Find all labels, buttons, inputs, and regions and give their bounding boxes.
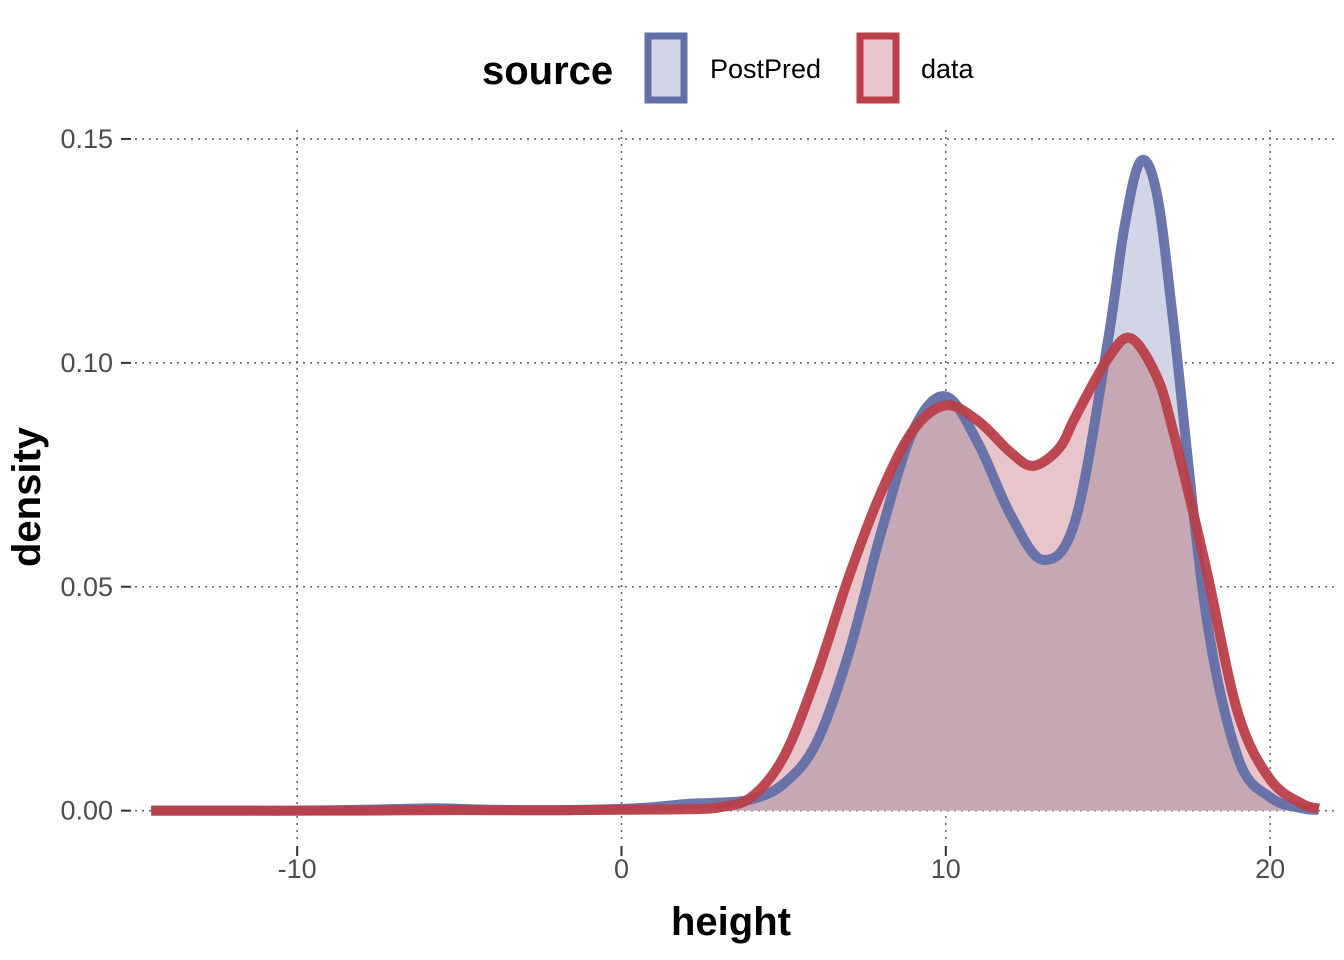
legend-key-data bbox=[856, 32, 900, 104]
x-tick-labels: -10 0 10 20 bbox=[278, 854, 1286, 884]
y-tick-label: 0.05 bbox=[60, 572, 113, 602]
line-data bbox=[151, 332, 1321, 816]
x-tick-label: 20 bbox=[1255, 854, 1285, 884]
x-tick-label: 10 bbox=[931, 854, 961, 884]
x-tick-label: -10 bbox=[278, 854, 317, 884]
plot-area bbox=[151, 154, 1321, 816]
axis-ticks bbox=[121, 137, 1272, 856]
legend-key-postpred bbox=[644, 32, 688, 104]
legend-label-data: data bbox=[921, 54, 975, 84]
legend-label-postpred: PostPred bbox=[710, 54, 821, 84]
legend: source PostPred data bbox=[482, 32, 975, 104]
legend-title: source bbox=[482, 49, 613, 93]
y-tick-label: 0.10 bbox=[60, 348, 113, 378]
x-axis-title: height bbox=[671, 900, 791, 944]
y-tick-label: 0.00 bbox=[60, 796, 113, 826]
area-overlap bbox=[151, 337, 1319, 811]
y-axis-title: density bbox=[5, 426, 49, 567]
y-tick-label: 0.15 bbox=[60, 124, 113, 154]
x-tick-label: 0 bbox=[614, 854, 629, 884]
y-tick-labels: 0.00 0.05 0.10 0.15 bbox=[60, 124, 113, 826]
